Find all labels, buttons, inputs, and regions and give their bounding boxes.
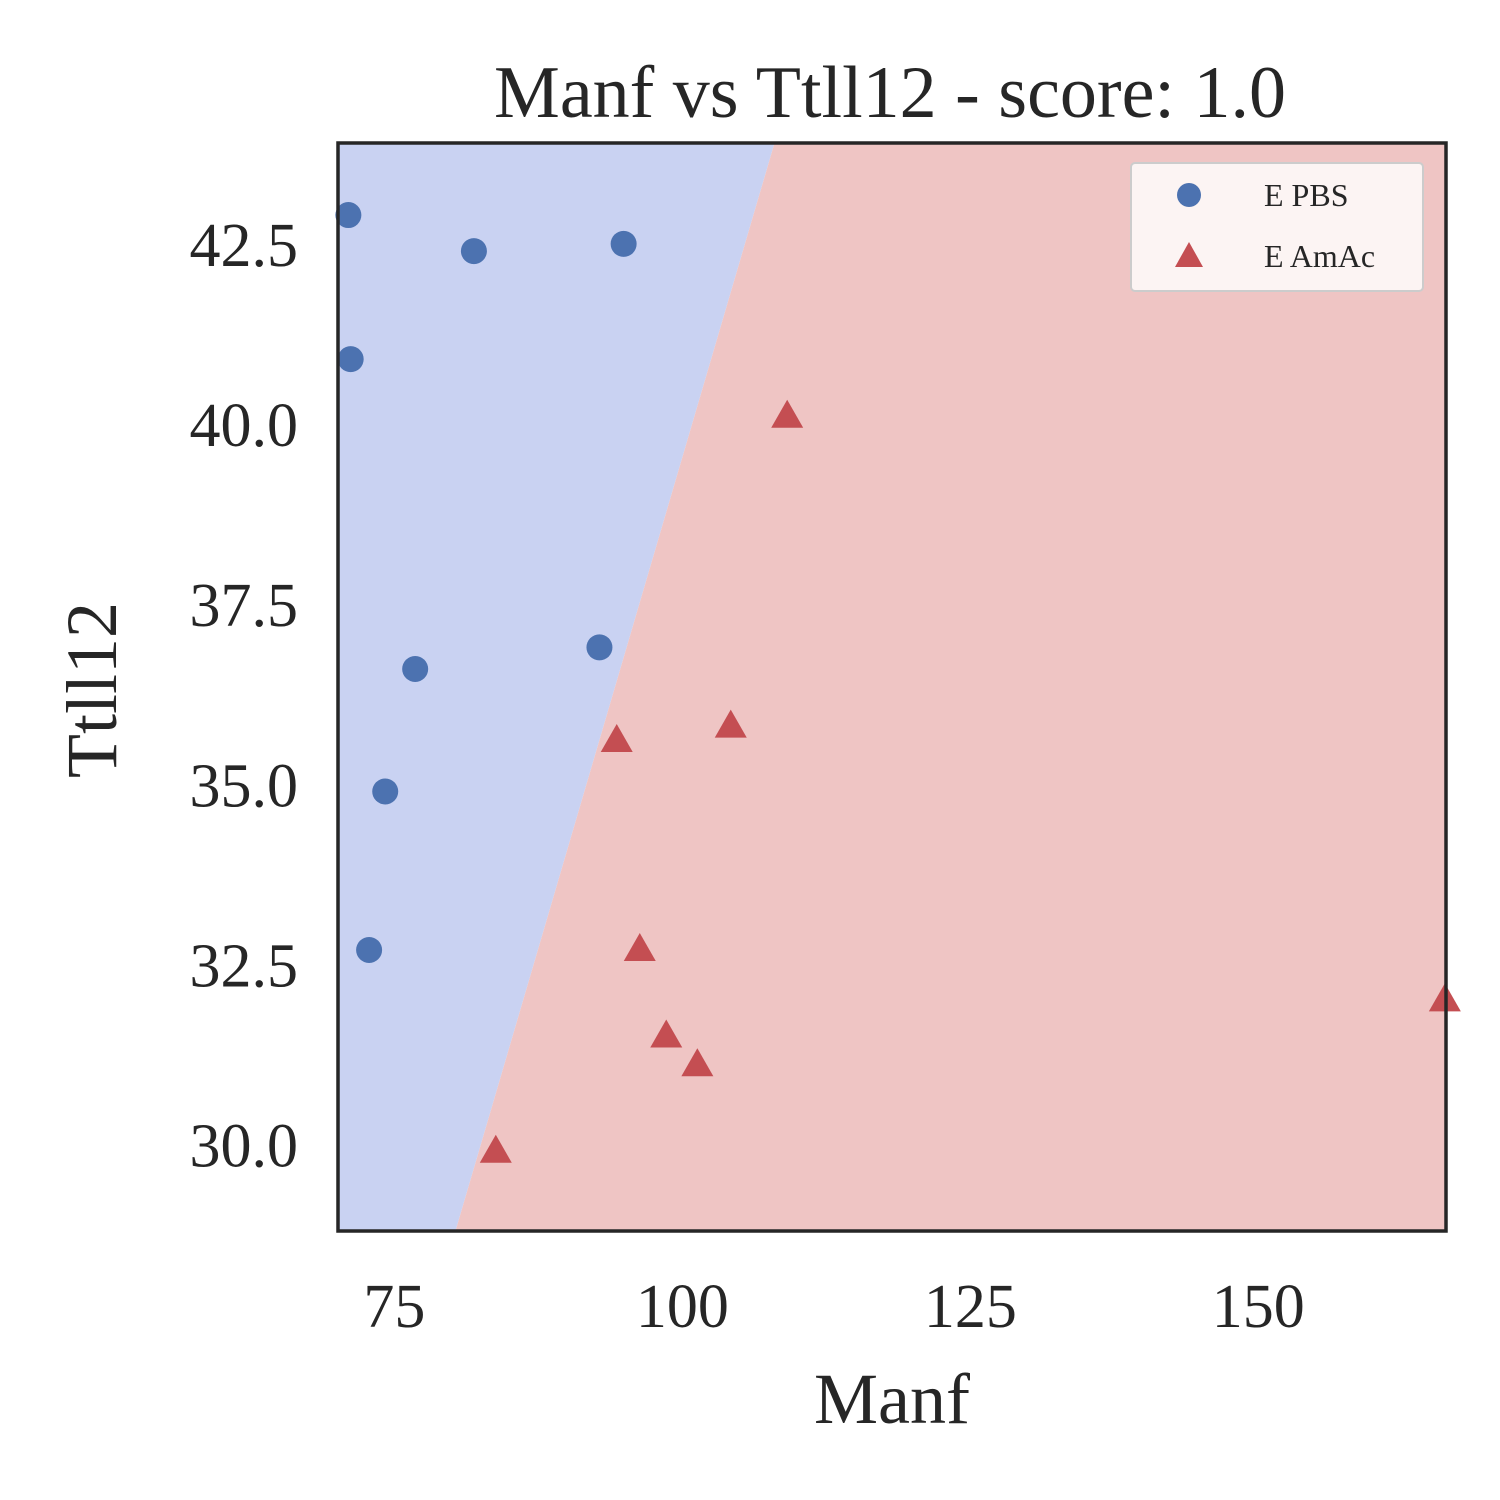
point-e-pbs-4 [402,655,429,682]
x-axis-ticks: 75 100 125 150 [363,1273,1304,1341]
legend-marker-e-pbs [1177,183,1201,207]
point-e-pbs-0 [335,202,362,229]
x-tick-label: 100 [636,1273,729,1341]
point-e-pbs-7 [356,936,383,963]
y-tick-label: 42.5 [190,212,299,280]
x-axis-label: Manf [814,1359,970,1439]
point-e-amac-6 [479,1134,512,1163]
y-axis-ticks: 30.0 32.5 35.0 37.5 40.0 42.5 [190,212,299,1181]
region-e-amac [455,143,1446,1231]
y-axis-label: Ttll12 [52,602,132,778]
point-e-amac-2 [714,709,747,738]
point-e-pbs-3 [610,230,637,257]
x-tick-label: 150 [1212,1273,1305,1341]
legend-box [1130,162,1424,292]
point-e-amac-5 [681,1048,714,1077]
point-e-amac-0 [771,399,804,428]
point-e-amac-4 [650,1019,683,1048]
legend-label-e-pbs: E PBS [1264,177,1348,213]
plot-frame [336,141,1448,1233]
point-e-amac-3 [623,932,656,961]
y-tick-label: 35.0 [190,752,299,820]
y-tick-label: 40.0 [190,392,299,460]
point-e-pbs-5 [586,634,613,661]
point-e-pbs-6 [372,778,399,805]
x-tick-label: 125 [924,1273,1017,1341]
point-e-pbs-2 [460,238,487,265]
legend: E PBS E AmAc [1130,162,1424,292]
data-points [335,202,1461,1163]
point-e-pbs-1 [337,346,364,373]
legend-label-e-amac: E AmAc [1264,238,1375,274]
y-tick-label: 30.0 [190,1113,299,1181]
decision-regions [338,143,1446,1231]
x-tick-label: 75 [363,1273,425,1341]
chart-title: Manf vs Ttll12 - score: 1.0 [494,52,1286,134]
region-e-pbs [338,143,775,1231]
y-tick-label: 37.5 [190,572,299,640]
point-e-amac-1 [600,724,633,753]
legend-marker-e-amac [1175,242,1203,267]
y-tick-label: 32.5 [190,932,299,1000]
